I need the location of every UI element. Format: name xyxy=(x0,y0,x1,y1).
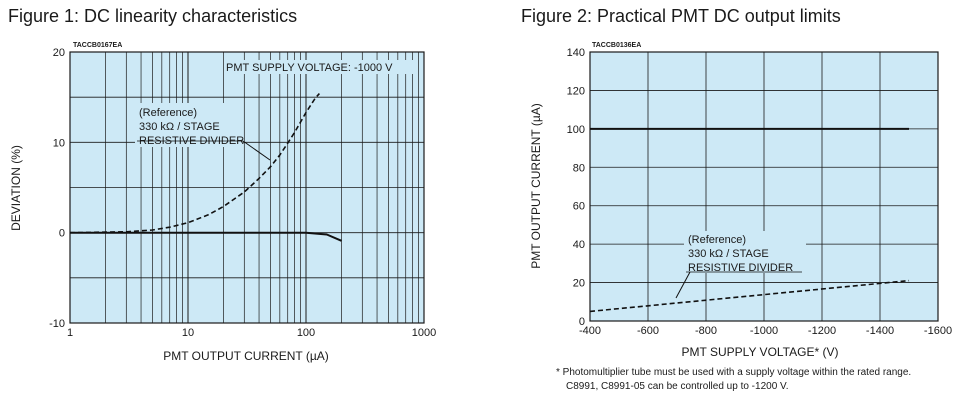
y-tick-label: 140 xyxy=(567,47,585,59)
x-tick-label: -600 xyxy=(637,325,659,337)
annotation-bg xyxy=(135,103,243,147)
annotation-bg xyxy=(224,60,414,74)
x-tick-label: 100 xyxy=(297,327,315,339)
x-tick-label: -1000 xyxy=(750,325,778,337)
plot-frame xyxy=(589,51,939,322)
plot-frame xyxy=(69,51,425,324)
figure-2-chart: TACCB0136EA -400 -600 -800 -1000 -1200 -1400 -1… xyxy=(529,42,952,359)
y-tick-label: 100 xyxy=(567,124,585,136)
y-tick-label: 0 xyxy=(59,228,65,240)
x-tick-label: -1200 xyxy=(808,325,836,337)
x-axis-label: PMT SUPPLY VOLTAGE* (V) xyxy=(682,345,839,359)
series-reference-dashed xyxy=(69,93,320,234)
annotation-divider-type: RESISTIVE DIVIDER xyxy=(688,262,793,274)
annotation-divider-value: 330 kΩ / STAGE xyxy=(688,248,769,260)
chart-code-label: TACCB0136EA xyxy=(592,42,641,49)
figure-2-title: Figure 2: Practical PMT DC output limits xyxy=(521,6,841,26)
figure-1-annotations: PMT SUPPLY VOLTAGE: -1000 V (Reference) 33… xyxy=(135,60,414,161)
annotation-reference: (Reference) xyxy=(688,234,746,246)
y-axis-label: PMT OUTPUT CURRENT (µA) xyxy=(529,103,543,269)
y-tick-label: 60 xyxy=(573,201,585,213)
figure-1-title: Figure 1: DC linearity characteristics xyxy=(8,6,298,26)
x-tick-label: -400 xyxy=(579,325,601,337)
y-tick-label: 40 xyxy=(573,239,585,251)
x-tick-label: 1 xyxy=(67,327,73,339)
annotation-supply-voltage: PMT SUPPLY VOLTAGE: -1000 V xyxy=(226,62,393,74)
y-tick-label: 20 xyxy=(573,278,585,290)
y-tick-label: 20 xyxy=(53,47,65,59)
y-axis-label: DEVIATION (%) xyxy=(9,145,23,231)
series-reference-dashed xyxy=(589,279,910,313)
annotation-leader xyxy=(675,271,691,299)
annotation-bg xyxy=(684,231,806,273)
x-tick-label: -1400 xyxy=(866,325,894,337)
y-tick-label: 0 xyxy=(579,316,585,328)
footnote-line-2: C8991, C8991-05 can be controlled up to … xyxy=(566,381,789,392)
annotation-divider-value: 330 kΩ / STAGE xyxy=(139,121,220,133)
series-solid xyxy=(70,231,342,242)
x-tick-label: -1600 xyxy=(924,325,952,337)
annotation-reference: (Reference) xyxy=(139,107,197,119)
figure-2-annotations: (Reference) 330 kΩ / STAGE RESISTIVE DIVID… xyxy=(675,231,806,299)
footnote-line-1: * Photomultiplier tube must be used with… xyxy=(556,367,912,378)
y-tick-label: -10 xyxy=(49,318,65,330)
x-tick-label: 10 xyxy=(182,327,194,339)
y-tick-label: 120 xyxy=(567,85,585,97)
chart-code-label: TACCB0167EA xyxy=(73,42,122,49)
x-tick-label: -800 xyxy=(695,325,717,337)
x-tick-label: 1000 xyxy=(412,327,436,339)
figure-1-chart: TACCB0167EA 1 10 100 1000 -10 0 10 20 PMT OUTPUT … xyxy=(9,42,436,363)
x-axis-label: PMT OUTPUT CURRENT (µA) xyxy=(163,349,329,363)
annotation-leader xyxy=(242,140,271,161)
y-tick-label: 10 xyxy=(53,137,65,149)
y-tick-label: 80 xyxy=(573,162,585,174)
